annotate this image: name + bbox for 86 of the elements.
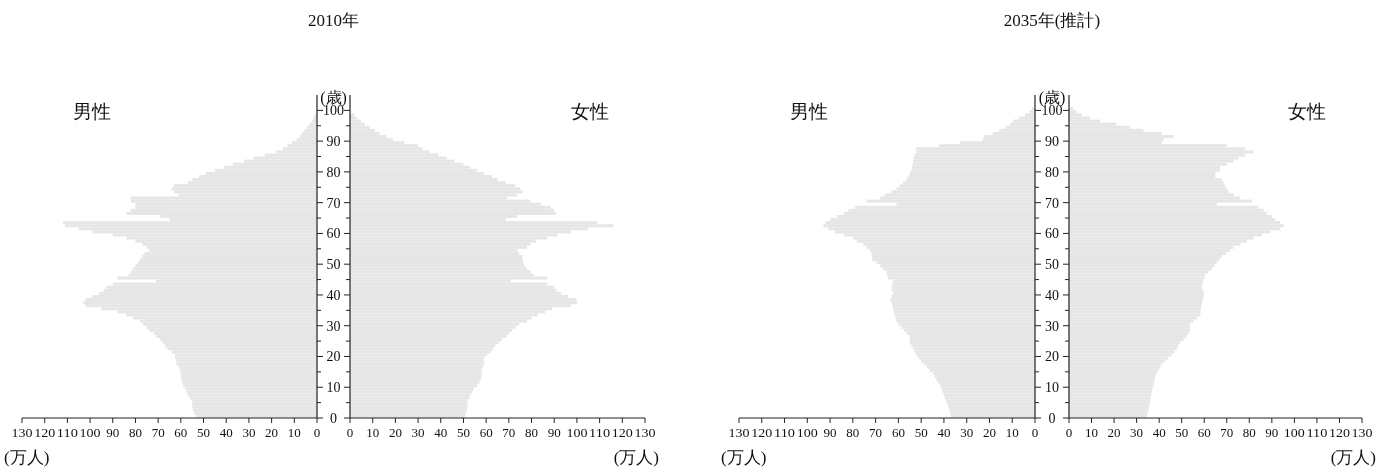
y-tick-label: 0 [330, 411, 337, 426]
x-tick-label: 70 [502, 425, 516, 440]
y-tick-label: 50 [1045, 257, 1059, 273]
x-tick-label: 110 [1306, 425, 1328, 440]
x-tick-label: 130 [11, 425, 33, 440]
x-tick-label: 10 [1005, 425, 1019, 440]
x-tick-label: 120 [611, 425, 633, 440]
y-tick-label: 40 [1045, 287, 1059, 303]
x-tick-label: 90 [823, 425, 837, 440]
x-tick-label: 100 [796, 425, 818, 440]
x-tick-label: 80 [1242, 425, 1256, 440]
x-tick-label: 100 [79, 425, 101, 440]
y-tick-label: 80 [326, 164, 341, 180]
y-tick-label: 60 [326, 226, 341, 242]
x-tick-label: 60 [479, 425, 493, 440]
x-tick-label: 30 [960, 425, 974, 440]
x-tick-label: 70 [1220, 425, 1234, 440]
x-tick-label: 90 [547, 425, 561, 440]
x-axis-title: (万人) [4, 448, 50, 467]
x-tick-label: 90 [1265, 425, 1279, 440]
x-tick-label: 40 [219, 425, 233, 440]
y-tick-label: 80 [1045, 164, 1059, 180]
y-tick-label: 70 [1045, 195, 1059, 211]
x-tick-label: 50 [197, 425, 211, 440]
x-tick-label: 10 [287, 425, 301, 440]
x-tick-label: 70 [869, 425, 883, 440]
x-tick-label: 110 [774, 425, 796, 440]
x-tick-label: 40 [1152, 425, 1166, 440]
y-tick-label: 0 [1048, 411, 1056, 426]
x-axis-title: (万人) [1330, 448, 1376, 467]
x-tick-label: 70 [151, 425, 165, 440]
y-tick-label: 20 [326, 349, 341, 365]
text: 女性 [571, 101, 609, 122]
x-axis-title: (万人) [613, 448, 659, 467]
x-tick-label: 130 [728, 425, 750, 440]
x-tick-label: 90 [106, 425, 120, 440]
chart-title: 2035年(推計) [1003, 11, 1101, 30]
x-tick-label: 80 [525, 425, 539, 440]
x-tick-label: 20 [388, 425, 402, 440]
x-tick-label: 40 [434, 425, 448, 440]
x-tick-label: 30 [411, 425, 425, 440]
x-tick-label: 120 [751, 425, 773, 440]
y-tick-label: 10 [326, 380, 341, 396]
y-tick-label: 90 [1045, 134, 1059, 150]
x-tick-label: 100 [566, 425, 588, 440]
x-tick-label: 120 [1328, 425, 1350, 440]
chart-title: 2010年 [308, 11, 359, 30]
x-tick-label: 30 [242, 425, 256, 440]
x-tick-label: 80 [128, 425, 142, 440]
x-axis-title: (万人) [721, 448, 767, 467]
x-tick-label: 130 [1351, 425, 1373, 440]
x-tick-label: 80 [846, 425, 860, 440]
x-tick-label: 40 [937, 425, 951, 440]
y-tick-label: 50 [326, 257, 341, 273]
x-tick-label: 20 [982, 425, 996, 440]
y-tick-label: 40 [326, 287, 341, 303]
y-tick-label: 10 [1045, 380, 1059, 396]
x-tick-label: 60 [1197, 425, 1211, 440]
x-tick-label: 10 [1085, 425, 1099, 440]
text: 男性 [790, 101, 828, 122]
x-tick-label: 50 [1175, 425, 1189, 440]
x-tick-label: 20 [1107, 425, 1121, 440]
text: 女性 [1288, 101, 1326, 122]
text: 男性 [73, 101, 111, 122]
x-tick-label: 20 [265, 425, 279, 440]
x-tick-label: 60 [891, 425, 905, 440]
x-tick-label: 50 [456, 425, 470, 440]
x-tick-label: 10 [366, 425, 380, 440]
x-tick-label: 0 [313, 425, 321, 440]
y-tick-label: 70 [326, 195, 341, 211]
x-tick-label: 130 [634, 425, 656, 440]
y-tick-label: 30 [1045, 318, 1059, 334]
y-tick-label: 20 [1045, 349, 1059, 365]
x-tick-label: 0 [346, 425, 354, 440]
y-tick-label: 60 [1045, 226, 1059, 242]
x-tick-label: 0 [1065, 425, 1073, 440]
x-tick-label: 100 [1283, 425, 1305, 440]
y-tick-label: 30 [326, 318, 341, 334]
x-tick-label: 110 [56, 425, 78, 440]
x-tick-label: 120 [34, 425, 56, 440]
x-tick-label: 50 [914, 425, 928, 440]
x-tick-label: 110 [589, 425, 611, 440]
y-tick-label: 90 [326, 134, 341, 150]
x-tick-label: 0 [1031, 425, 1039, 440]
x-tick-label: 60 [174, 425, 188, 440]
x-tick-label: 30 [1130, 425, 1144, 440]
